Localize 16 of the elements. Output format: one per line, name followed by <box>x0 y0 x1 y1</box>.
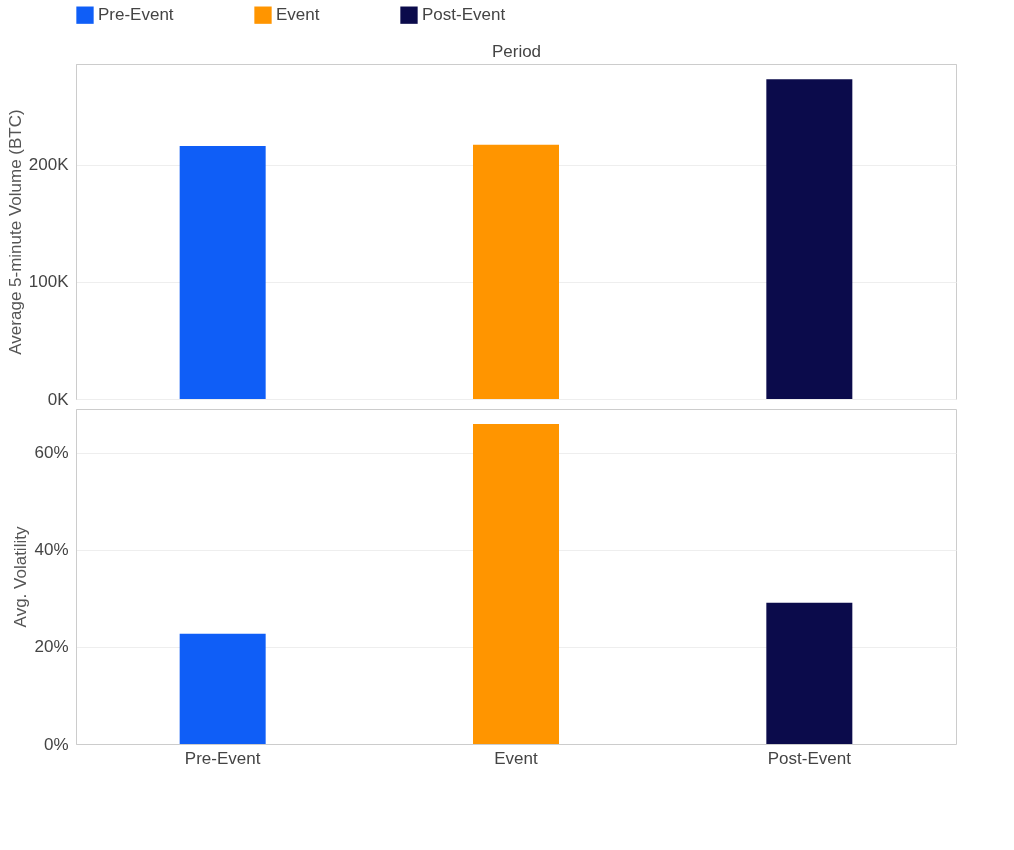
y-tick-label: 60% <box>34 443 69 463</box>
y-tick-label: 0% <box>43 734 69 754</box>
legend-label: Post-Event <box>422 5 506 25</box>
y-tick-label: 40% <box>34 540 69 560</box>
x-tick-label: Post-Event <box>767 748 852 768</box>
x-axis-title: Period <box>491 41 542 61</box>
y-tick-label: 200K <box>28 155 70 175</box>
legend-label: Pre-Event <box>98 5 174 25</box>
y-axis-title: Average 5-minute Volume (BTC) <box>5 109 25 355</box>
y-tick-label: 20% <box>34 637 69 657</box>
x-tick-label: Event <box>494 748 539 768</box>
y-axis-title: Avg. Volatility <box>11 526 31 628</box>
y-tick-label: 100K <box>28 272 70 292</box>
legend-label: Event <box>276 5 320 25</box>
y-tick-label: 0K <box>47 389 70 409</box>
x-tick-label: Pre-Event <box>184 748 261 768</box>
